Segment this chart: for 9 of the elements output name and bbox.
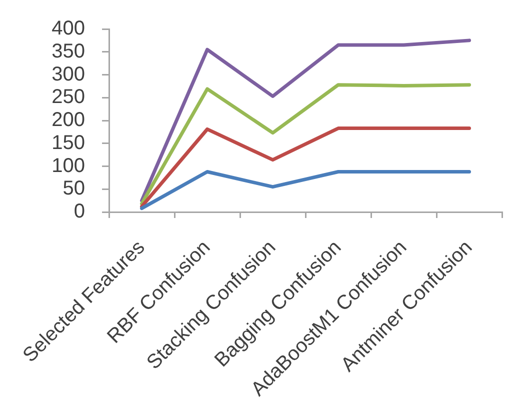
y-tick-label: 150: [52, 132, 86, 154]
y-tick-label: 300: [52, 63, 86, 86]
y-tick-label: 350: [52, 40, 86, 62]
y-tick-label: 50: [62, 178, 86, 200]
y-tick-label: 400: [52, 18, 86, 40]
y-tick-label: 0: [74, 200, 86, 223]
y-tick-label: 200: [52, 109, 86, 132]
y-tick-label: 100: [52, 154, 86, 177]
y-tick-label: 250: [52, 86, 86, 108]
